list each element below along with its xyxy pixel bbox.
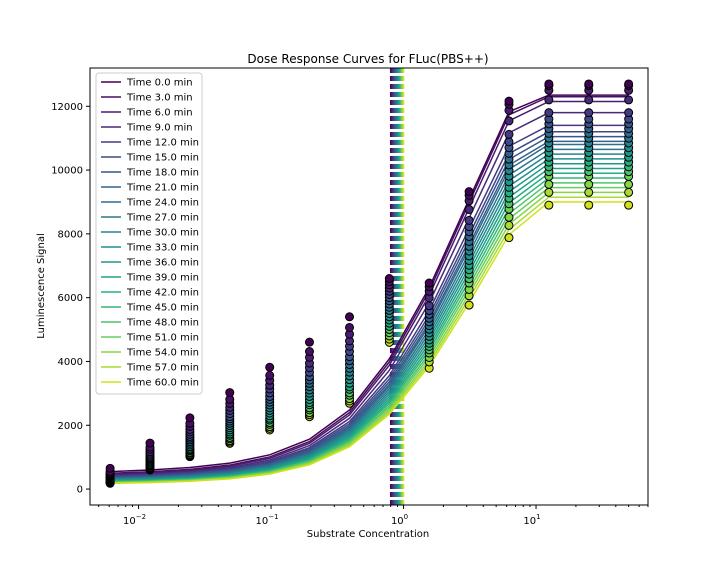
legend-box [95, 72, 203, 395]
legend-label: Time 3.0 min [126, 93, 193, 104]
data-point [624, 200, 634, 210]
data-point [504, 116, 514, 126]
fit-curve [110, 111, 629, 476]
fit-curve [110, 124, 629, 477]
fit-curve [110, 94, 629, 473]
data-point [464, 187, 474, 197]
legend-label: Time 6.0 min [126, 108, 193, 119]
legend-label: Time 51.0 min [126, 333, 199, 344]
fit-curve [110, 100, 629, 475]
data-point [304, 347, 314, 357]
axes-frame [89, 67, 649, 506]
data-point [544, 200, 554, 210]
x-tick-exponent: −2 [136, 513, 146, 521]
data-point [424, 278, 434, 288]
data-point [584, 108, 594, 118]
legend-label: Time 57.0 min [126, 363, 199, 374]
legend: Time 0.0 min Time 3.0 min Time 6.0 min Time… [95, 72, 203, 395]
x-tick-exponent: 1 [536, 513, 540, 521]
data-point [584, 95, 594, 105]
data-point [624, 187, 634, 197]
data-point [345, 322, 355, 332]
data-point [225, 388, 235, 398]
data-point [584, 200, 594, 210]
y-tick-label: 12000 [51, 102, 83, 113]
data-point [464, 215, 474, 225]
data-point [185, 413, 195, 423]
plot-area [89, 67, 649, 506]
data-point [544, 95, 554, 105]
fit-curve [110, 95, 629, 474]
x-tick-label: 100 [391, 513, 408, 527]
fit-curve [110, 201, 629, 485]
legend-label: Time 60.0 min [126, 378, 199, 389]
y-tick-label: 8000 [58, 229, 83, 240]
data-point [464, 205, 474, 215]
data-point [384, 274, 394, 284]
legend-label: Time 24.0 min [126, 198, 199, 209]
data-point [304, 337, 314, 347]
legend-label: Time 36.0 min [126, 258, 199, 269]
data-point [265, 362, 275, 372]
data-point [584, 187, 594, 197]
data-point [145, 438, 155, 448]
data-point [504, 220, 514, 230]
legend-label: Time 21.0 min [126, 183, 199, 194]
x-tick-exponent: 0 [404, 513, 408, 521]
y-axis: 0 2000 4000 6000 8000 10000 12000 [51, 102, 90, 496]
data-point [544, 108, 554, 118]
x-tick-label: 101 [523, 513, 540, 527]
data-point [504, 233, 514, 243]
legend-label: Time 42.0 min [126, 288, 199, 299]
x-tick-label: 10−2 [123, 513, 146, 527]
y-tick-label: 4000 [58, 357, 83, 368]
x-tick-exponent: −1 [268, 513, 278, 521]
x-tick-label: 10−1 [256, 513, 279, 527]
data-point [544, 79, 554, 89]
data-point [464, 300, 474, 310]
legend-label: Time 33.0 min [126, 243, 199, 254]
y-tick-label: 10000 [51, 166, 83, 177]
data-point [105, 463, 115, 473]
data-point [504, 129, 514, 139]
legend-label: Time 12.0 min [126, 138, 199, 149]
y-tick-label: 2000 [58, 421, 83, 432]
y-tick-label: 0 [77, 485, 83, 496]
y-axis-label: Luminescence Signal [36, 233, 47, 339]
legend-label: Time 48.0 min [126, 318, 199, 329]
legend-label: Time 15.0 min [126, 153, 199, 164]
x-axis: 10−2 10−1 100 101 [98, 505, 649, 527]
data-point [584, 179, 594, 189]
x-axis-label: Substrate Concentration [307, 529, 429, 540]
fit-curve [110, 131, 629, 478]
data-point [544, 187, 554, 197]
legend-label: Time 27.0 min [126, 213, 199, 224]
chart-title: Dose Response Curves for FLuc(PBS++) [247, 52, 488, 66]
legend-label: Time 18.0 min [126, 168, 199, 179]
y-tick-label: 6000 [58, 293, 83, 304]
legend-label: Time 39.0 min [126, 273, 199, 284]
data-point [345, 312, 355, 322]
data-point [584, 79, 594, 89]
legend-label: Time 45.0 min [126, 303, 199, 314]
data-point [544, 179, 554, 189]
legend-label: Time 9.0 min [126, 123, 193, 134]
data-point [424, 301, 434, 311]
legend-label: Time 0.0 min [126, 78, 193, 89]
data-point [265, 370, 275, 380]
data-point [624, 79, 634, 89]
data-point [504, 96, 514, 106]
data-point [504, 212, 514, 222]
legend-label: Time 54.0 min [126, 348, 199, 359]
data-point [624, 108, 634, 118]
data-point [504, 137, 514, 147]
data-point [624, 95, 634, 105]
data-point [624, 179, 634, 189]
legend-label: Time 30.0 min [126, 228, 199, 239]
